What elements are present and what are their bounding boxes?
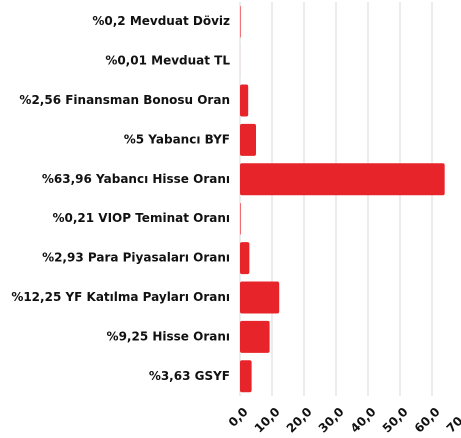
x-tick-label: 10,0 — [252, 405, 283, 436]
x-tick-label: 0,0 — [226, 405, 251, 430]
bar — [240, 281, 280, 314]
x-tick-label: 50,0 — [380, 405, 411, 436]
x-tick-label: 30,0 — [316, 405, 347, 436]
x-tick-label: 20,0 — [284, 405, 315, 436]
bar — [240, 5, 241, 38]
bar — [240, 84, 249, 117]
y-tick-label: %63,96 Yabancı Hisse Oranı — [42, 172, 230, 186]
y-tick-label: %0,01 Mevduat TL — [105, 54, 230, 68]
bar — [240, 320, 270, 353]
bar — [240, 242, 250, 275]
y-tick-label: %12,25 YF Katılma Payları Oranı — [11, 290, 230, 304]
bar — [240, 360, 252, 393]
y-tick-label: %2,56 Finansman Bonosu Oran — [19, 93, 230, 107]
x-tick-label: 40,0 — [348, 405, 379, 436]
x-tick-label: 60,0 — [412, 405, 443, 436]
y-tick-label: %2,93 Para Piyasaları Oranı — [42, 251, 230, 265]
y-tick-label: %0,2 Mevduat Döviz — [92, 14, 230, 28]
bar — [240, 202, 241, 235]
bar — [240, 123, 256, 156]
x-tick-label: 70,0 — [444, 405, 461, 436]
bar — [240, 163, 445, 196]
y-tick-label: %0,21 VIOP Teminat Oranı — [52, 211, 230, 225]
y-tick-label: %9,25 Hisse Oranı — [107, 329, 230, 343]
y-tick-label: %3,63 GSYF — [149, 369, 230, 383]
y-tick-label: %5 Yabancı BYF — [124, 132, 230, 146]
